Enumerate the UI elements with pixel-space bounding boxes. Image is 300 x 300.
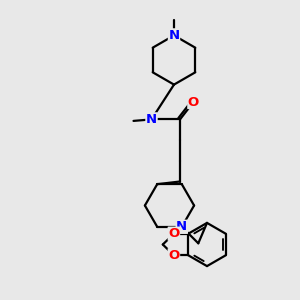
Text: O: O <box>168 227 179 240</box>
Text: N: N <box>168 29 180 42</box>
Text: O: O <box>188 95 199 109</box>
Text: O: O <box>168 249 179 262</box>
Text: N: N <box>176 220 188 233</box>
Text: N: N <box>146 113 157 126</box>
